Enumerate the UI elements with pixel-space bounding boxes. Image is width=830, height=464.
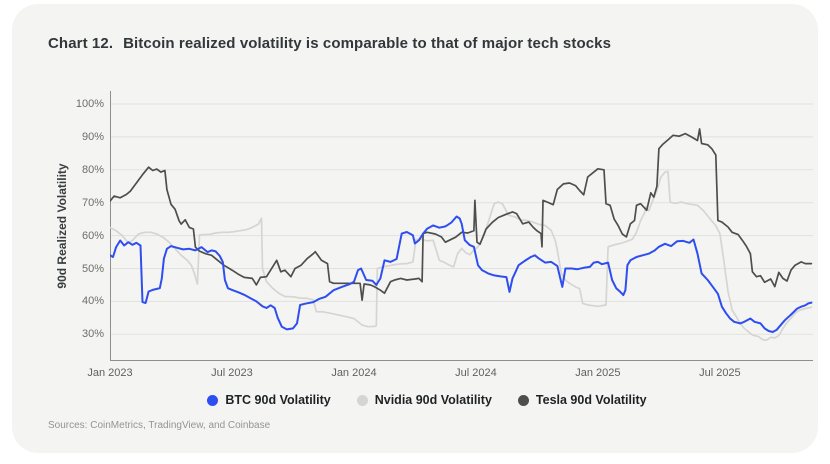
source-note: Sources: CoinMetrics, TradingView, and C…: [48, 420, 271, 431]
y-tick-label: 90%: [81, 130, 104, 143]
legend-label-nvidia: Nvidia 90d Volatility: [374, 393, 492, 407]
series-btc: [110, 215, 813, 333]
y-tick-label: 60%: [81, 229, 104, 242]
chart-title-text: Bitcoin realized volatility is comparabl…: [123, 35, 612, 52]
y-tick-label: 50%: [81, 262, 104, 275]
x-tick-label: Jul 2024: [455, 367, 497, 379]
x-tick-label: Jan 2025: [575, 367, 621, 379]
y-tick-label: 70%: [81, 196, 104, 209]
chart-card: Chart 12. Bitcoin realized volatility is …: [12, 4, 818, 453]
x-tick-label: Jul 2025: [699, 367, 741, 379]
y-tick-label: 80%: [81, 163, 104, 176]
legend-label-tesla: Tesla 90d Volatility: [535, 393, 647, 407]
chart-legend: BTC 90d Volatility Nvidia 90d Volatility…: [24, 393, 830, 407]
chart-number: Chart 12.: [48, 35, 114, 52]
y-tick-label: 30%: [81, 328, 104, 341]
btc-legend-dot-icon: [207, 394, 219, 406]
series-nvidia: [110, 170, 813, 342]
x-tick-label: Jan 2024: [331, 367, 377, 379]
y-tick-label: 40%: [81, 295, 104, 308]
legend-item-nvidia: Nvidia 90d Volatility: [356, 393, 492, 407]
x-tick-label: Jan 2023: [87, 367, 133, 379]
legend-item-btc: BTC 90d Volatility: [207, 393, 331, 407]
x-tick-label: Jul 2023: [211, 367, 253, 379]
legend-item-tesla: Tesla 90d Volatility: [517, 393, 647, 407]
volatility-chart: [110, 91, 813, 361]
tesla-legend-dot-icon: [517, 394, 529, 406]
y-tick-label: 100%: [75, 98, 104, 110]
nvidia-legend-dot-icon: [356, 394, 368, 406]
chart-title: Chart 12. Bitcoin realized volatility is …: [48, 35, 611, 52]
legend-label-btc: BTC 90d Volatility: [225, 393, 331, 407]
